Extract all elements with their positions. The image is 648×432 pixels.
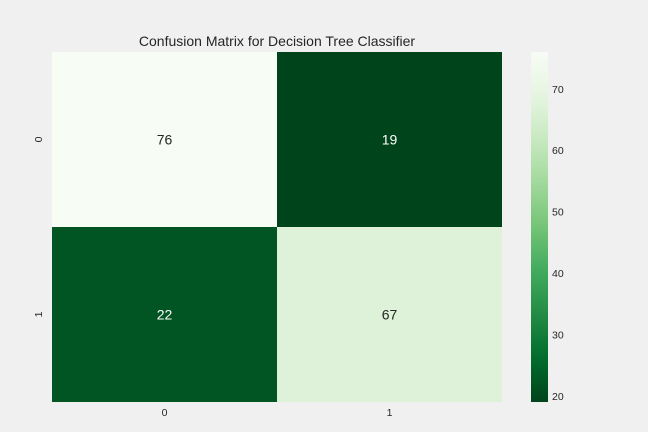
heatmap-cell-0-1 <box>277 52 502 227</box>
x-tick-label: 0 <box>162 407 168 419</box>
chart-title: Confusion Matrix for Decision Tree Class… <box>139 33 416 49</box>
heatmap-cell-0-0 <box>52 52 277 227</box>
heatmap-cells <box>52 52 502 402</box>
colorbar-tick-label: 30 <box>552 329 564 341</box>
colorbar-gradient <box>531 52 548 402</box>
colorbar-tick-label: 70 <box>552 84 564 96</box>
heatmap-cell-1-0 <box>52 227 277 402</box>
heatmap-cell-1-1 <box>277 227 502 402</box>
y-axis-ticks: 01 <box>33 136 45 317</box>
heatmap-cell-value-0-0: 76 <box>157 132 173 148</box>
y-tick-label: 0 <box>33 136 45 142</box>
colorbar: 20 30 40 50 60 70 <box>531 52 564 403</box>
heatmap-cell-value-1-1: 67 <box>382 307 398 323</box>
heatmap-cell-value-1-0: 22 <box>157 307 173 323</box>
colorbar-ticks: 20 30 40 50 60 70 <box>552 84 564 403</box>
colorbar-tick-label: 50 <box>552 207 564 219</box>
colorbar-tick-label: 20 <box>552 391 564 403</box>
y-tick-label: 1 <box>33 311 45 317</box>
heatmap-cell-value-0-1: 19 <box>382 132 398 148</box>
colorbar-tick-label: 60 <box>552 145 564 157</box>
x-tick-label: 1 <box>387 407 393 419</box>
colorbar-tick-label: 40 <box>552 268 564 280</box>
heatmap-cell-labels: 76 19 22 67 <box>157 132 398 323</box>
